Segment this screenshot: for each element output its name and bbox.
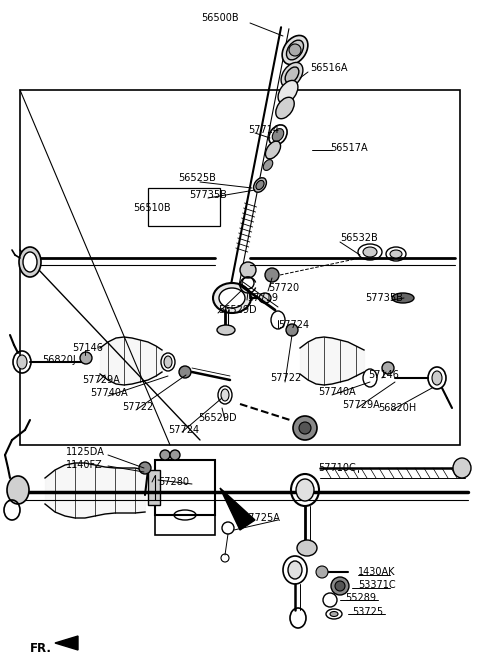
Text: FR.: FR. [30,641,52,655]
Text: 57724: 57724 [278,320,309,330]
Text: 1430AK: 1430AK [358,567,396,577]
Circle shape [331,577,349,595]
Bar [20,90,460,445]
Circle shape [316,566,328,578]
Circle shape [170,450,180,460]
Circle shape [265,268,279,282]
Ellipse shape [217,325,235,335]
Ellipse shape [330,612,338,616]
Circle shape [382,362,394,374]
Ellipse shape [221,389,229,401]
Circle shape [286,324,298,336]
Circle shape [299,422,311,434]
Text: 56510B: 56510B [133,203,170,213]
Text: 53725: 53725 [352,607,383,617]
Text: 57729A: 57729A [342,400,380,410]
Text: 56525B: 56525B [178,173,216,183]
Text: 56517A: 56517A [330,143,368,153]
Ellipse shape [285,67,299,83]
Circle shape [335,581,345,591]
Ellipse shape [263,159,273,170]
Circle shape [80,352,92,364]
Text: 1125DA: 1125DA [66,447,105,457]
Ellipse shape [219,288,245,308]
Text: 56500B: 56500B [201,13,239,23]
Text: 56532B: 56532B [340,233,378,243]
Text: 56516A: 56516A [310,63,348,73]
Bar [155,460,215,515]
Text: 57735B: 57735B [365,293,403,303]
Ellipse shape [265,141,280,159]
Ellipse shape [363,247,377,257]
Text: 57725A: 57725A [242,513,280,523]
Ellipse shape [213,283,251,313]
Text: 57740A: 57740A [318,387,356,397]
Circle shape [240,262,256,278]
Circle shape [160,450,170,460]
Circle shape [293,416,317,440]
Ellipse shape [296,479,314,501]
Polygon shape [55,636,78,650]
Ellipse shape [278,80,298,104]
Ellipse shape [288,561,302,579]
Ellipse shape [253,178,266,192]
Ellipse shape [272,129,284,141]
Polygon shape [220,488,255,530]
Text: 57740A: 57740A [90,388,128,398]
Text: 57720: 57720 [268,283,299,293]
Text: 57724: 57724 [168,425,199,435]
Bar [155,515,215,535]
Ellipse shape [164,356,172,368]
Text: 56820H: 56820H [378,403,416,413]
Ellipse shape [19,247,41,277]
Ellipse shape [432,371,442,385]
Ellipse shape [256,180,264,190]
Ellipse shape [7,476,29,504]
Circle shape [139,462,151,474]
Text: 56529D: 56529D [218,305,257,315]
Circle shape [289,44,301,56]
Ellipse shape [453,458,471,478]
Text: 57710C: 57710C [318,463,356,473]
Ellipse shape [392,293,414,303]
Ellipse shape [276,97,294,119]
Bar [148,188,220,226]
Ellipse shape [17,355,27,369]
Text: 57146: 57146 [368,370,399,380]
Ellipse shape [390,250,402,258]
Text: 57280: 57280 [158,477,189,487]
Text: 1140FZ: 1140FZ [66,460,103,470]
Text: 55289: 55289 [345,593,376,603]
Ellipse shape [297,540,317,556]
Circle shape [179,366,191,378]
Text: 57722: 57722 [122,402,153,412]
Ellipse shape [282,36,308,64]
Bar [148,470,160,505]
Text: 57719: 57719 [247,293,278,303]
Text: 57735B: 57735B [189,190,227,200]
Ellipse shape [281,62,303,88]
Text: 57146: 57146 [72,343,103,353]
Text: 53371C: 53371C [358,580,396,590]
Text: 56820J: 56820J [42,355,76,365]
Ellipse shape [287,40,303,60]
Ellipse shape [259,293,271,303]
Text: 57729A: 57729A [82,375,120,385]
Ellipse shape [23,252,37,272]
Text: 57714: 57714 [248,125,279,135]
Text: 57722: 57722 [270,373,301,383]
Text: 56529D: 56529D [198,413,237,423]
